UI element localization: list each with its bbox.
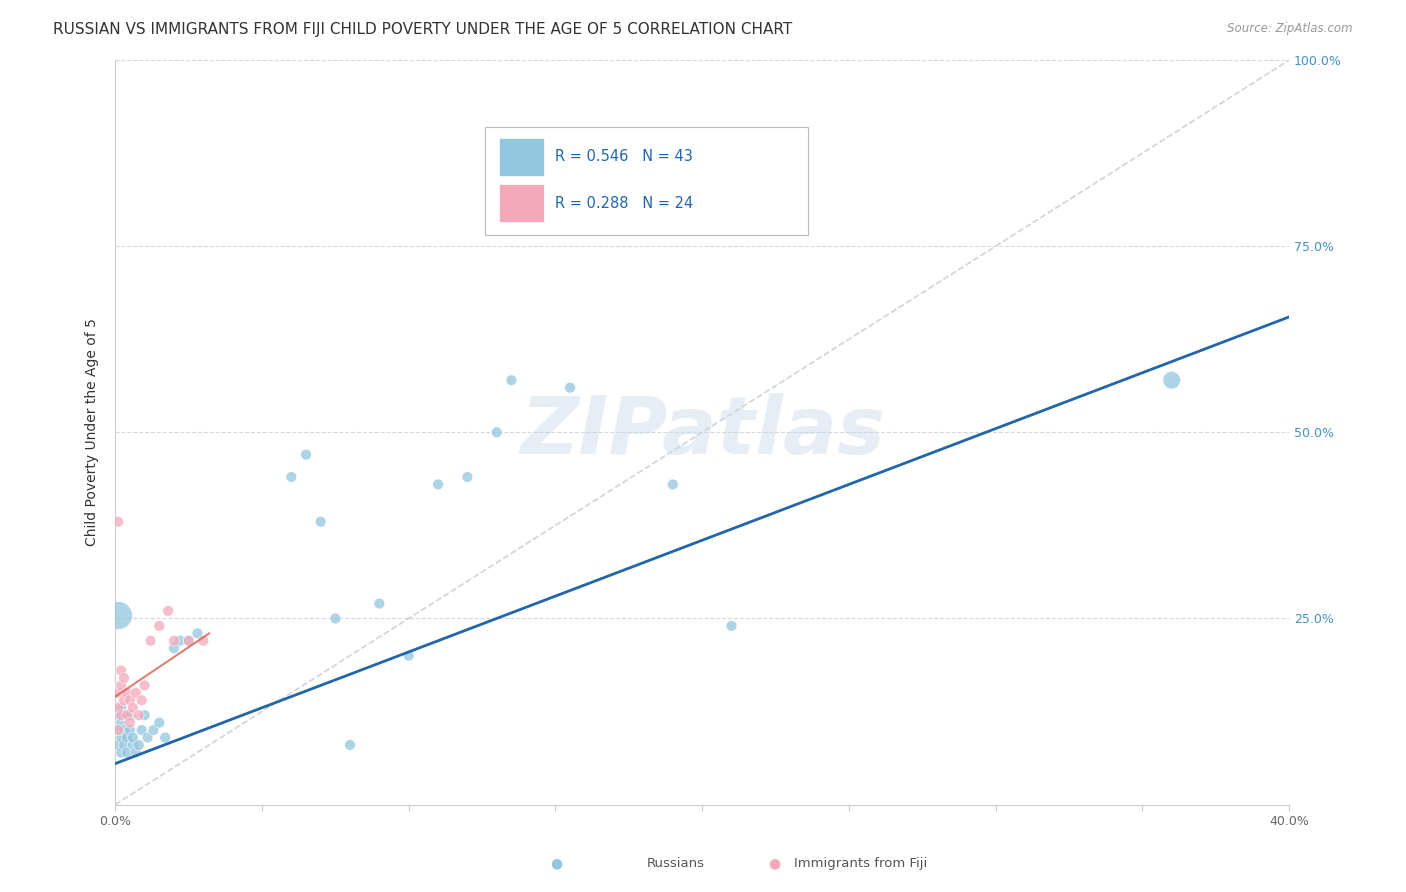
Text: ●: ● — [768, 856, 780, 871]
Point — [134, 678, 156, 692]
Point — [107, 708, 129, 723]
Point — [157, 604, 180, 618]
Point — [107, 738, 129, 752]
Point — [309, 515, 332, 529]
Text: RUSSIAN VS IMMIGRANTS FROM FIJI CHILD POVERTY UNDER THE AGE OF 5 CORRELATION CHA: RUSSIAN VS IMMIGRANTS FROM FIJI CHILD PO… — [53, 22, 793, 37]
Point — [118, 723, 141, 737]
Text: Source: ZipAtlas.com: Source: ZipAtlas.com — [1227, 22, 1353, 36]
Point — [163, 633, 186, 648]
Point — [501, 373, 523, 387]
Point — [110, 678, 132, 692]
Point — [142, 723, 165, 737]
Point — [177, 633, 200, 648]
Point — [125, 746, 148, 760]
Text: R = 0.546   N = 43: R = 0.546 N = 43 — [555, 149, 693, 164]
Point — [134, 708, 156, 723]
Point — [118, 708, 141, 723]
Point — [115, 708, 138, 723]
Point — [110, 715, 132, 730]
Point — [122, 700, 145, 714]
Point — [118, 693, 141, 707]
Point — [398, 648, 420, 663]
FancyBboxPatch shape — [485, 128, 808, 235]
Point — [148, 619, 170, 633]
Point — [131, 723, 153, 737]
Point — [456, 470, 478, 484]
Point — [107, 686, 129, 700]
Point — [193, 633, 215, 648]
Point — [558, 381, 581, 395]
Point — [280, 470, 302, 484]
Point — [122, 738, 145, 752]
Y-axis label: Child Poverty Under the Age of 5: Child Poverty Under the Age of 5 — [86, 318, 100, 546]
Point — [112, 738, 135, 752]
Point — [107, 515, 129, 529]
Point — [110, 700, 132, 714]
Point — [485, 425, 508, 440]
Point — [325, 611, 347, 625]
Text: Immigrants from Fiji: Immigrants from Fiji — [794, 857, 928, 870]
Point — [115, 731, 138, 745]
Point — [339, 738, 361, 752]
Point — [110, 746, 132, 760]
Point — [128, 708, 150, 723]
Point — [177, 633, 200, 648]
Point — [368, 597, 391, 611]
Point — [122, 731, 145, 745]
Point — [153, 731, 176, 745]
Bar — [499, 185, 544, 222]
Point — [110, 731, 132, 745]
Point — [110, 708, 132, 723]
Bar — [499, 138, 544, 176]
Text: ●: ● — [550, 856, 562, 871]
Point — [125, 686, 148, 700]
Text: Russians: Russians — [647, 857, 704, 870]
Point — [128, 738, 150, 752]
Point — [112, 671, 135, 685]
Point — [131, 693, 153, 707]
Point — [115, 746, 138, 760]
Point — [110, 664, 132, 678]
Point — [720, 619, 742, 633]
Text: ZIPatlas: ZIPatlas — [520, 393, 884, 471]
Point — [427, 477, 450, 491]
Point — [139, 633, 162, 648]
Point — [169, 633, 191, 648]
Point — [107, 607, 129, 622]
Point — [148, 715, 170, 730]
Point — [112, 693, 135, 707]
Point — [107, 723, 129, 737]
Point — [295, 448, 318, 462]
Point — [107, 700, 129, 714]
Point — [163, 641, 186, 656]
Point — [112, 708, 135, 723]
Point — [118, 715, 141, 730]
Text: R = 0.288   N = 24: R = 0.288 N = 24 — [555, 195, 693, 211]
Point — [112, 723, 135, 737]
Point — [107, 723, 129, 737]
Point — [1160, 373, 1182, 387]
Point — [136, 731, 159, 745]
Point — [186, 626, 208, 640]
Point — [115, 686, 138, 700]
Point — [662, 477, 685, 491]
